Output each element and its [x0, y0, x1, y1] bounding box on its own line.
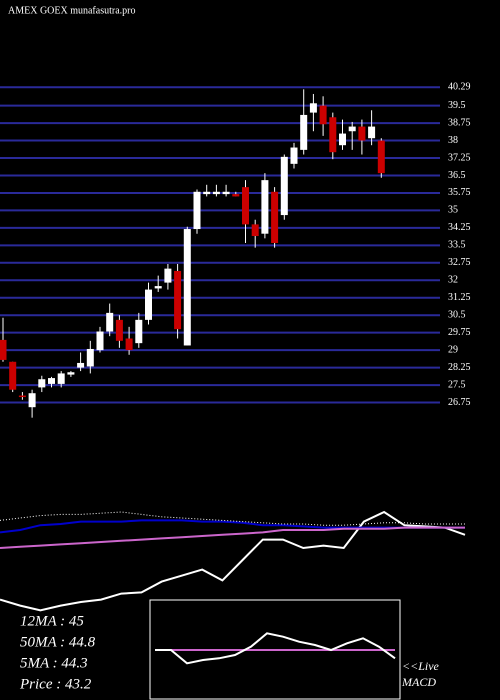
ma-label: 12MA : 45 — [20, 613, 84, 629]
candle-body — [232, 194, 240, 197]
candle-body — [0, 339, 7, 360]
candle-body — [145, 289, 152, 320]
candle-body — [174, 270, 182, 330]
macd-label: MACD — [401, 675, 436, 689]
y-tick-label: 35 — [448, 205, 458, 216]
candle-body — [18, 395, 26, 398]
candle-body — [48, 378, 55, 384]
candle-body — [280, 156, 288, 216]
macd-label: <<Live — [402, 659, 440, 673]
y-tick-label: 32 — [448, 275, 458, 286]
y-tick-label: 38.75 — [448, 117, 471, 128]
candle-body — [212, 191, 220, 195]
candle-body — [358, 126, 366, 141]
candle-body — [193, 191, 201, 230]
y-tick-label: 33.5 — [448, 240, 466, 251]
candle-body — [164, 268, 172, 283]
candle-body — [348, 126, 356, 132]
chart-title: AMEX GOEX munafasutra.pro — [8, 5, 135, 16]
macd-frame — [149, 599, 401, 700]
candle-body — [57, 373, 65, 384]
y-tick-label: 36.5 — [448, 170, 466, 181]
candle-body — [125, 338, 133, 351]
candle-body — [300, 114, 308, 150]
candle-body — [203, 191, 211, 195]
line — [0, 510, 466, 612]
y-tick-label: 29 — [448, 344, 458, 355]
candle-body — [339, 133, 346, 146]
candle-body — [290, 147, 298, 164]
candle-body — [309, 103, 317, 113]
y-tick-label: 30.5 — [448, 310, 466, 321]
candle-body — [77, 362, 85, 368]
candle-body — [251, 224, 259, 237]
y-tick-label: 29.75 — [448, 327, 471, 338]
candle-body — [261, 180, 269, 234]
y-tick-label: 40.29 — [448, 82, 471, 93]
candle-body — [67, 372, 75, 375]
line — [0, 526, 465, 549]
y-tick-label: 32.75 — [448, 257, 471, 268]
y-tick-label: 35.75 — [448, 187, 471, 198]
candle-body — [329, 117, 337, 153]
candle-body — [96, 331, 104, 351]
candle-body — [183, 229, 191, 346]
candle-body — [368, 126, 376, 139]
y-tick-label: 34.25 — [448, 222, 471, 233]
candle-body — [86, 348, 94, 367]
candle-body — [154, 286, 162, 289]
y-tick-label: 39.5 — [448, 100, 466, 111]
candle-body — [271, 191, 279, 244]
y-tick-label: 38 — [448, 135, 458, 146]
y-tick-label: 28.25 — [448, 362, 471, 373]
line — [0, 519, 465, 534]
candle-body — [377, 140, 385, 174]
y-tick-label: 26.75 — [448, 397, 471, 408]
y-tick-label: 27.5 — [448, 379, 466, 390]
candle-body — [319, 105, 327, 125]
candle-body — [106, 312, 114, 332]
candle-body — [9, 361, 17, 390]
candle-body — [28, 393, 36, 408]
candle-body — [222, 191, 230, 195]
y-tick-label: 31.25 — [448, 292, 471, 303]
y-tick-label: 37.25 — [448, 152, 471, 163]
ma-label: Price : 43.2 — [19, 676, 92, 692]
ma-label: 50MA : 44.8 — [20, 634, 96, 650]
ma-label: 5MA : 44.3 — [20, 655, 88, 671]
candle-body — [242, 187, 249, 225]
candle-body — [115, 319, 123, 341]
candle-body — [135, 319, 143, 344]
line — [155, 632, 396, 665]
candle-body — [38, 379, 46, 388]
